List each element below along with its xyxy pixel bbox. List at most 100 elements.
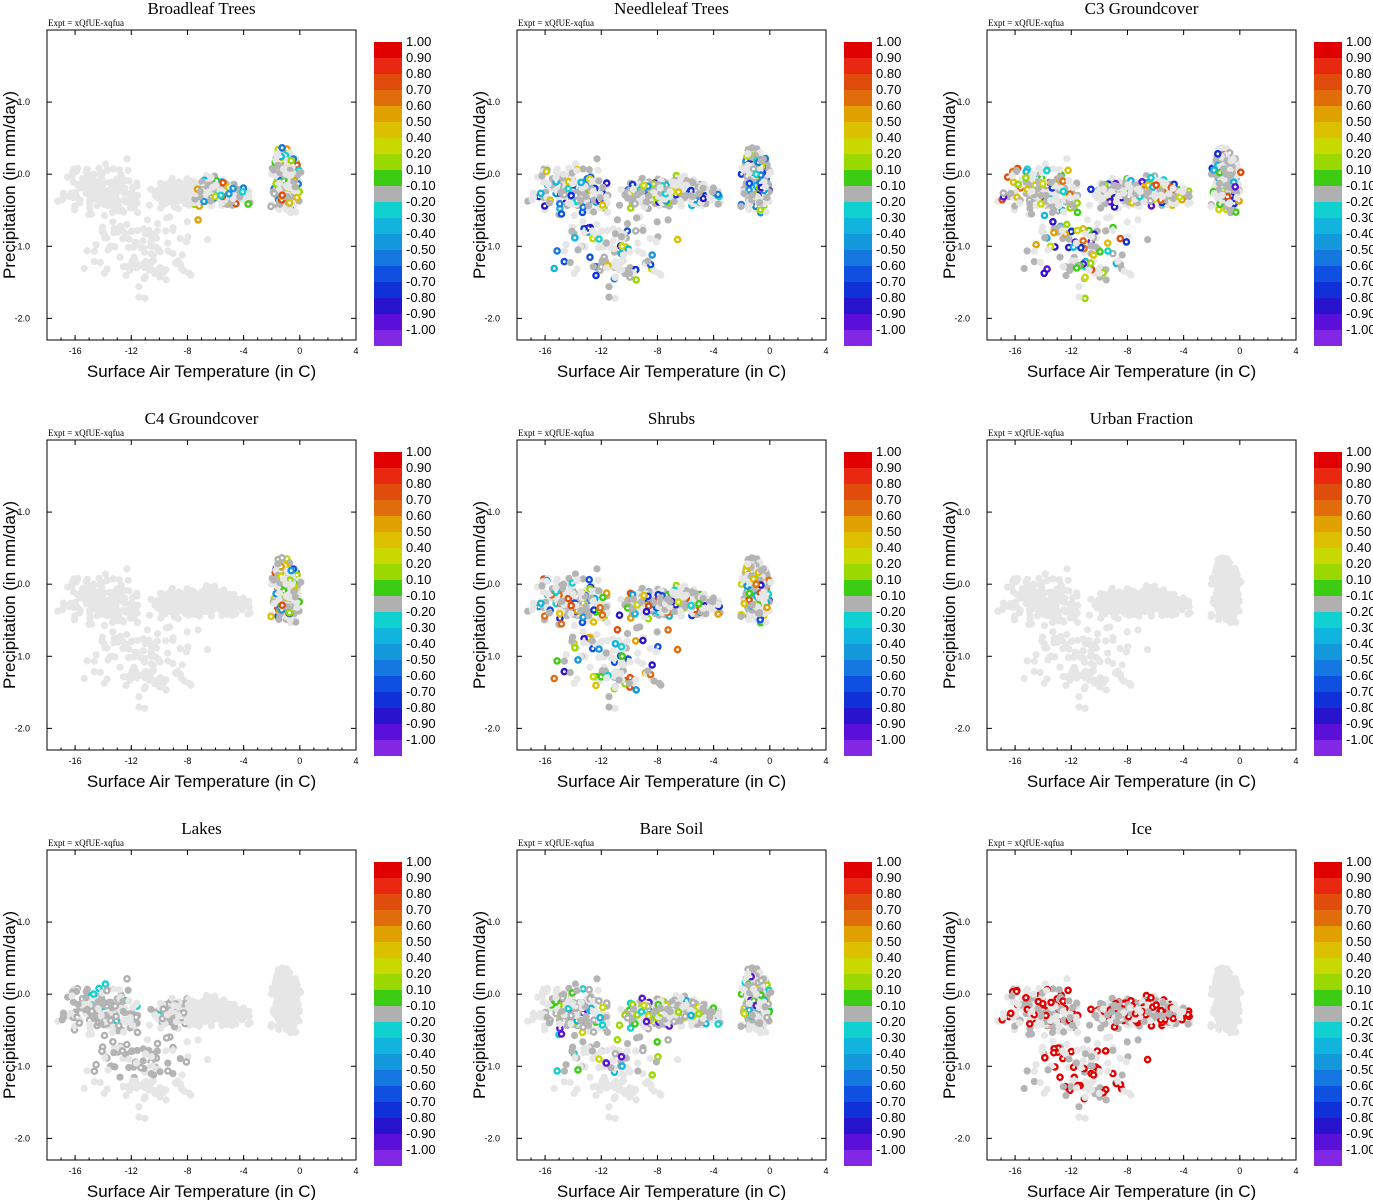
scatter-point xyxy=(212,181,220,189)
scatter-point xyxy=(1109,226,1117,235)
scatter-point xyxy=(592,271,600,280)
colorbar-swatch xyxy=(374,660,402,676)
y-tick-label: -2.0 xyxy=(484,313,500,323)
colorbar-label: -1.00 xyxy=(406,732,436,747)
scatter-point xyxy=(1233,193,1241,202)
scatter-point xyxy=(605,283,613,291)
colorbar-label: -0.70 xyxy=(1346,274,1373,289)
colorbar: 1.000.900.800.700.600.500.400.200.10-0.1… xyxy=(844,34,906,346)
colorbar-swatch xyxy=(374,452,402,468)
colorbar-swatch xyxy=(374,90,402,106)
scatter-point xyxy=(287,566,296,575)
scatter-point xyxy=(97,192,105,200)
colorbar-swatch xyxy=(374,740,402,756)
scatter-point xyxy=(147,259,155,267)
scatter-point xyxy=(212,591,220,599)
colorbar-label: -0.60 xyxy=(406,258,436,273)
scatter-point xyxy=(153,220,162,228)
colorbar-swatch xyxy=(844,138,872,154)
colorbar-swatch xyxy=(374,548,402,564)
expt-label: Expt = xQfUE-xqfua xyxy=(518,18,594,28)
scatter-point xyxy=(59,189,67,197)
scatter-point xyxy=(568,227,576,235)
scatter-point xyxy=(196,188,204,196)
scatter-point xyxy=(1050,228,1058,237)
scatter-point xyxy=(653,218,661,226)
scatter-point xyxy=(1218,144,1226,152)
y-tick-label: 0.0 xyxy=(17,169,30,179)
y-axis-label: Precipitation (in mm/day) xyxy=(0,501,19,689)
scatter-point xyxy=(99,590,107,598)
scatter-point xyxy=(650,267,658,275)
scatter-point xyxy=(737,202,745,211)
colorbar-swatch xyxy=(374,170,402,186)
scatter-point xyxy=(1015,199,1024,207)
scatter-point xyxy=(1049,217,1057,226)
scatter-point xyxy=(141,640,149,648)
scatter-point xyxy=(748,191,756,199)
colorbar-swatch xyxy=(844,234,872,250)
scatter-point xyxy=(593,220,601,229)
colorbar-swatch xyxy=(1314,298,1342,314)
scatter-point xyxy=(603,208,612,216)
scatter-point xyxy=(135,703,143,711)
colorbar-swatch xyxy=(1314,106,1342,122)
scatter-point xyxy=(101,234,109,242)
colorbar-label: 0.90 xyxy=(406,50,431,65)
scatter-point xyxy=(270,189,279,198)
scatter-point xyxy=(1056,253,1064,261)
scatter-point xyxy=(178,661,186,669)
scatter-point xyxy=(761,183,769,191)
scatter-point xyxy=(1081,230,1089,238)
scatter-point xyxy=(90,580,98,588)
scatter-point xyxy=(176,645,184,653)
scatter-point xyxy=(623,220,632,228)
scatter-point xyxy=(562,241,570,249)
scatter-point xyxy=(103,167,111,175)
scatter-point xyxy=(1008,172,1016,180)
scatter-point xyxy=(1027,210,1036,218)
scatter-point xyxy=(602,239,610,247)
scatter-point xyxy=(1044,246,1052,254)
scatter-point xyxy=(1072,264,1081,272)
scatter-point xyxy=(1030,247,1038,255)
scatter-point xyxy=(1215,179,1223,187)
scatter-point xyxy=(1093,220,1102,228)
scatter-point xyxy=(186,594,194,602)
scatter-point xyxy=(1038,227,1046,235)
colorbar-swatch xyxy=(374,266,402,282)
scatter-point xyxy=(133,264,141,272)
colorbar-label: -0.40 xyxy=(876,226,906,241)
colorbar-swatch xyxy=(374,596,402,612)
scatter-point xyxy=(59,599,67,607)
scatter-point xyxy=(589,263,597,271)
scatter-point xyxy=(67,599,75,607)
scatter-point xyxy=(229,184,237,193)
colorbar-label: 0.10 xyxy=(406,162,431,177)
scatter-point xyxy=(646,235,654,243)
scatter-point xyxy=(139,647,147,655)
scatter-point xyxy=(164,247,172,255)
scatter-point xyxy=(104,656,112,664)
scatter-point xyxy=(135,293,143,301)
scatter-point xyxy=(1207,202,1215,211)
scatter-point xyxy=(999,189,1008,197)
scatter-point xyxy=(118,227,126,235)
scatter-point xyxy=(605,293,613,301)
scatter-point xyxy=(178,251,186,259)
scatter-point xyxy=(297,578,305,586)
colorbar-swatch xyxy=(374,330,402,346)
scatter-point xyxy=(109,628,117,636)
scatter-point xyxy=(598,201,607,209)
scatter-point xyxy=(682,181,690,189)
scatter-point xyxy=(1179,188,1187,196)
scatter-point xyxy=(129,593,137,602)
scatter-point xyxy=(87,620,96,628)
x-tick-label: 4 xyxy=(823,346,828,356)
x-axis-label: Surface Air Temperature (in C) xyxy=(557,362,786,381)
colorbar-label: -0.80 xyxy=(876,290,906,305)
scatter-point xyxy=(291,183,299,191)
colorbar-label: -1.00 xyxy=(1346,322,1373,337)
